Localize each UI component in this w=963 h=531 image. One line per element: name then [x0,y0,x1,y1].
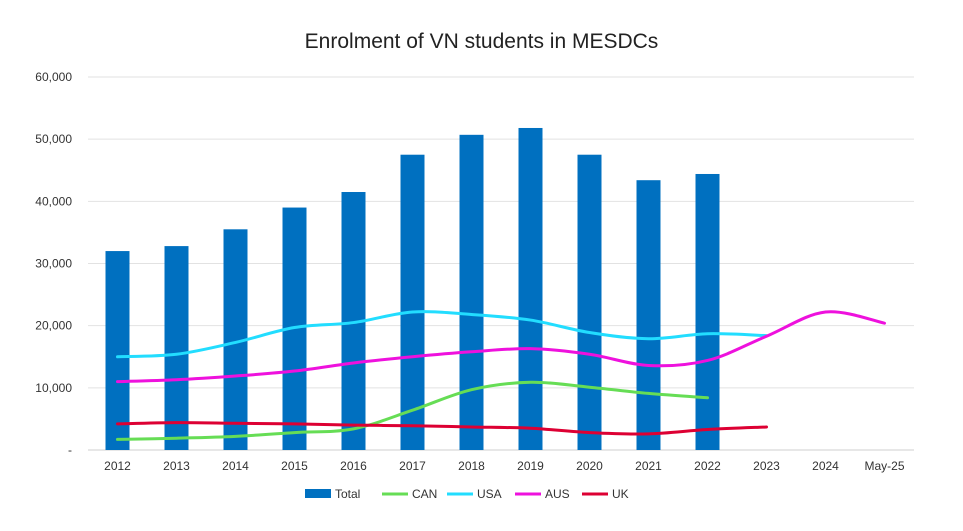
bar-total-2022 [695,173,720,451]
chart-title: Enrolment of VN students in MESDCs [304,30,659,53]
y-tick-label: 60,000 [35,70,72,84]
y-tick-label: - [68,443,72,457]
x-tick-label: 2012 [104,459,131,473]
x-tick-label: 2024 [812,459,839,473]
x-tick-label: 2018 [458,459,485,473]
x-tick-label: 2020 [576,459,603,473]
bar-total-2012 [105,251,130,450]
x-tick-label: May-25 [864,459,904,473]
line-uk [116,421,768,436]
x-tick-label: 2015 [281,459,308,473]
x-tick-label: 2023 [753,459,780,473]
line-aus [116,310,886,384]
x-tick-label: 2016 [340,459,367,473]
legend: Total CAN USA AUS UK [305,487,629,501]
x-axis-labels: 2012 2013 2014 2015 2016 2017 2018 2019 2020 2021… [104,459,905,473]
bar-total-2018 [459,134,484,450]
y-tick-label: 50,000 [35,132,72,146]
bar-total-2017 [400,154,425,451]
bar-total-2013 [164,246,189,450]
gridlines [88,76,914,451]
y-axis-labels: - 10,000 20,000 30,000 40,000 50,000 60,000 [35,70,72,457]
bar-total-2016 [341,192,366,450]
y-tick-label: 30,000 [35,257,72,271]
legend-label-can: CAN [412,487,437,501]
line-can [116,380,709,441]
bar-total-2014 [223,229,248,450]
x-tick-label: 2014 [222,459,249,473]
bar-total-2015 [282,207,307,450]
y-tick-label: 20,000 [35,319,72,333]
legend-swatch-total [305,489,331,498]
x-tick-label: 2021 [635,459,662,473]
y-tick-label: 10,000 [35,381,72,395]
bar-series-total [105,127,720,451]
legend-label-aus: AUS [545,487,570,501]
x-tick-label: 2017 [399,459,426,473]
x-tick-label: 2013 [163,459,190,473]
x-tick-label: 2019 [517,459,544,473]
line-series [116,310,886,441]
bar-total-2020 [577,154,602,451]
line-usa [116,310,768,359]
legend-label-uk: UK [612,487,629,501]
bar-total-2021 [636,180,661,451]
y-tick-label: 40,000 [35,194,72,208]
bar-total-2019 [518,127,543,450]
legend-label-usa: USA [477,487,502,501]
legend-label-total: Total [335,487,360,501]
x-tick-label: 2022 [694,459,721,473]
